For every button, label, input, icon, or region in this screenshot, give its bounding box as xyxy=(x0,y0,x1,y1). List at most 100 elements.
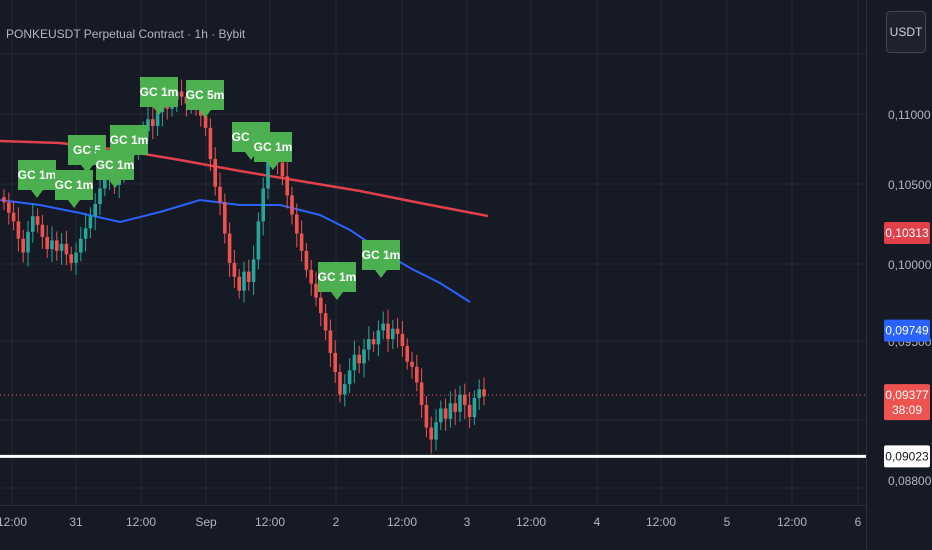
candle-body xyxy=(299,233,304,251)
candle-body xyxy=(64,243,69,255)
price-badge xyxy=(884,384,930,421)
signal-label-bubble xyxy=(186,80,224,118)
candle-body xyxy=(203,115,208,128)
candle-body xyxy=(463,394,467,405)
candle-body xyxy=(482,389,486,397)
candle-body xyxy=(256,221,261,260)
candle-body xyxy=(50,240,54,250)
candle-body xyxy=(443,408,448,419)
signal-label-text: GC 1m xyxy=(318,270,357,284)
signal-label-bubble xyxy=(254,132,292,170)
candle-body xyxy=(155,112,160,127)
candle-body xyxy=(429,427,433,440)
price-badge xyxy=(884,319,930,342)
signal-label-text: GC 5m xyxy=(186,88,225,102)
candle-body xyxy=(376,330,381,345)
signal-label-text: GC 1m xyxy=(18,168,57,182)
candle-body xyxy=(381,323,385,331)
candle-body xyxy=(98,188,102,205)
time-tick-label: 5 xyxy=(724,515,731,529)
candle-body xyxy=(400,333,405,347)
candle-body xyxy=(410,361,414,367)
candle-body xyxy=(405,346,409,362)
candle-body xyxy=(247,271,251,282)
time-tick-label: 3 xyxy=(464,515,471,529)
currency-button[interactable]: USDT xyxy=(886,11,926,53)
candle-body xyxy=(40,224,45,237)
price-tick-label: 0,10000 xyxy=(888,258,932,272)
signal-label-text: GC 1m xyxy=(96,158,135,172)
candle-body xyxy=(213,159,217,187)
time-tick-label: 12:00 xyxy=(387,515,417,529)
fast-ma-line xyxy=(0,198,471,303)
candle-body xyxy=(74,252,78,263)
candle-body xyxy=(367,339,371,350)
signal-label-bubble xyxy=(18,160,56,198)
candle-body xyxy=(237,276,241,291)
candle-body xyxy=(227,233,232,263)
candle-body xyxy=(357,354,361,364)
signal-label-bubble xyxy=(55,170,93,208)
signal-label-bubble xyxy=(96,150,134,188)
candle-body xyxy=(347,370,352,385)
signal-label-bubble xyxy=(318,262,356,300)
time-tick-label: 12:00 xyxy=(126,515,156,529)
signal-label-text: GC 1m xyxy=(55,178,94,192)
candle-body xyxy=(7,202,11,213)
candle-body xyxy=(45,236,49,250)
candle-body xyxy=(371,339,376,345)
time-tick-label: 12:00 xyxy=(0,515,27,529)
candle-body xyxy=(223,202,227,234)
candle-body xyxy=(386,323,390,340)
candle-body xyxy=(151,119,155,127)
candle-body xyxy=(55,240,59,251)
signal-label-bubble xyxy=(110,125,148,163)
candle-body xyxy=(309,269,313,284)
candle-body xyxy=(424,404,429,428)
candle-body xyxy=(328,330,333,353)
chart-title: PONKEUSDT Perpetual Contract · 1h · Bybi… xyxy=(6,27,246,41)
countdown-label: 38:09 xyxy=(892,403,922,417)
candle-body xyxy=(79,238,83,253)
price-badge xyxy=(884,445,930,468)
candle-body xyxy=(266,157,270,189)
candle-body xyxy=(2,197,6,203)
candle-body xyxy=(295,214,299,234)
candle-body xyxy=(208,127,213,160)
signal-label-text: GC 5 xyxy=(73,143,101,157)
signal-label-text: GC 1m xyxy=(362,248,401,262)
candle-body xyxy=(304,250,309,270)
time-tick-label: 12:00 xyxy=(255,515,285,529)
candle-body xyxy=(285,176,289,196)
candle-body xyxy=(453,403,457,412)
time-tick-label: 12:00 xyxy=(516,515,546,529)
candle-body xyxy=(21,238,25,253)
price-badge-label: 0,09023 xyxy=(885,449,929,463)
price-badge-label: 0,09377 xyxy=(885,388,929,402)
candle-body xyxy=(179,91,184,97)
candle-body xyxy=(280,162,285,177)
signal-label-text: GC 1m xyxy=(254,140,293,154)
time-tick-label: 6 xyxy=(855,515,862,529)
candle-body xyxy=(362,349,366,364)
candle-body xyxy=(352,354,357,371)
signal-label-bubble xyxy=(140,77,178,115)
time-tick-label: 31 xyxy=(69,515,83,529)
candle-body xyxy=(477,389,481,399)
candle-body xyxy=(83,228,88,239)
signal-label-bubble xyxy=(362,240,400,278)
candle-body xyxy=(59,243,64,251)
candle-body xyxy=(415,366,419,383)
candle-body xyxy=(35,216,40,225)
candle-body xyxy=(338,372,342,395)
candle-body xyxy=(333,352,337,373)
candle-body xyxy=(314,283,318,298)
candle-body xyxy=(391,328,395,340)
price-tick-label: 0,11000 xyxy=(888,108,931,122)
candle-body xyxy=(31,216,35,232)
candle-body xyxy=(242,271,246,291)
price-badge-label: 0,10313 xyxy=(885,226,929,240)
time-tick-label: 2 xyxy=(333,515,340,529)
